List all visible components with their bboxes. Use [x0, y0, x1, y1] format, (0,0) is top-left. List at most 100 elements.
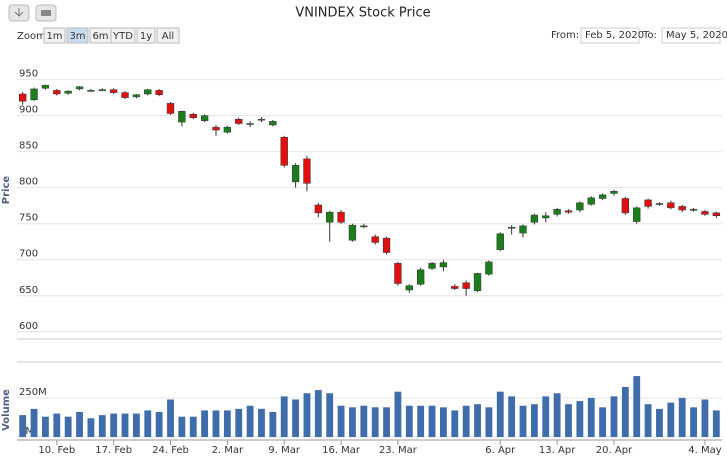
x-tick-label: 4. May — [688, 445, 721, 456]
volume-bar — [405, 405, 413, 437]
volume-bar — [474, 404, 481, 437]
volume-bar — [53, 413, 61, 437]
x-tick-label: 20. Apr — [596, 445, 633, 456]
candle-body — [485, 261, 493, 275]
candle-body — [542, 215, 550, 219]
candle-body — [587, 197, 595, 205]
volume-bar — [553, 393, 561, 437]
candle-body — [382, 237, 391, 253]
x-tick-label: 9. Mar — [268, 445, 300, 456]
volume-bar — [132, 413, 140, 437]
candle-body — [371, 236, 379, 243]
y-tick-label: 950 — [19, 69, 38, 80]
candle-body — [246, 123, 254, 125]
candle-body — [610, 191, 618, 194]
volume-bar — [189, 416, 197, 437]
x-tick-label: 24. Feb — [152, 445, 189, 456]
volume-bar — [519, 405, 527, 437]
volume-bar — [508, 396, 516, 437]
y-axis-title: Price — [1, 176, 12, 205]
volume-bar — [64, 416, 72, 437]
zoom-button[interactable] — [136, 27, 156, 44]
zoom-button[interactable] — [110, 27, 136, 44]
y-tick-label: 650 — [19, 285, 38, 296]
volume-bar — [644, 404, 652, 437]
candle-body — [87, 90, 95, 92]
volume-bar — [462, 405, 470, 437]
volume-bar — [292, 399, 299, 437]
candle-body — [576, 202, 584, 211]
zoom-button-label: All — [162, 31, 174, 42]
volume-bar — [178, 416, 186, 437]
volume-bar — [690, 407, 697, 437]
candle-body — [109, 89, 118, 93]
zoom-button-label: 1y — [140, 31, 152, 42]
volume-bar — [610, 396, 618, 437]
volume-bar — [201, 410, 209, 437]
volume-bar — [621, 387, 629, 437]
chart-title: VNINDEX Stock Price — [295, 6, 430, 21]
volume-bar — [110, 413, 118, 437]
candle-body — [337, 211, 345, 223]
zoom-button-label: 1m — [46, 31, 62, 42]
zoom-button[interactable] — [66, 27, 89, 44]
from-input[interactable] — [580, 27, 640, 44]
volume-bar — [42, 416, 49, 437]
candle-body — [496, 233, 504, 250]
zoom-button[interactable] — [156, 27, 180, 44]
to-date: May 5, 2020 — [666, 30, 727, 41]
zoom-button-label: 6m — [92, 31, 108, 42]
candle-body — [655, 203, 664, 205]
candle-body — [235, 118, 243, 124]
volume-bar — [155, 412, 163, 437]
candle-body — [644, 199, 652, 207]
candle-body — [462, 282, 470, 289]
volume-bar — [440, 407, 447, 437]
y-tick-label: 900 — [19, 105, 38, 116]
y-tick-label: 850 — [19, 141, 38, 152]
candle-body — [257, 118, 266, 121]
volume-bar — [587, 397, 595, 437]
volume-bar — [349, 407, 356, 437]
candle-body — [507, 227, 516, 229]
volume-bar — [383, 407, 390, 437]
volume-bar — [98, 415, 106, 437]
candle-body — [360, 225, 368, 228]
x-tick-label: 10. Feb — [38, 445, 75, 456]
candle-body — [155, 90, 163, 95]
volume-bar — [371, 407, 379, 437]
candle-body — [439, 262, 448, 268]
candle-body — [132, 94, 141, 98]
volume-bar — [360, 405, 368, 437]
volume-bar — [656, 408, 663, 437]
candle-body — [417, 269, 425, 285]
candle-body — [451, 286, 459, 289]
candle-body — [598, 194, 607, 199]
candle-body — [189, 113, 197, 119]
candle-body — [633, 207, 641, 222]
volume-bar — [280, 396, 288, 437]
y-tick-label: 700 — [19, 249, 38, 260]
volume-bar — [530, 404, 538, 437]
candle-body — [667, 202, 675, 209]
candle-body — [98, 89, 106, 91]
candle-body — [19, 93, 27, 102]
candle-body — [348, 224, 357, 241]
zoom-label: Zoom — [17, 31, 46, 42]
candle-body — [178, 111, 186, 123]
to-input[interactable] — [661, 27, 721, 44]
volume-bar — [417, 405, 425, 437]
volume-bar — [599, 407, 607, 437]
candle-body — [121, 92, 129, 98]
volume-bar — [235, 408, 243, 437]
zoom-button-label: YTD — [112, 31, 133, 42]
candle-body — [564, 210, 573, 213]
zoom-button[interactable] — [43, 27, 66, 44]
candle-body — [223, 126, 232, 133]
x-tick-label: 16. Mar — [322, 445, 361, 456]
candle-body — [701, 211, 709, 215]
volume-bar — [565, 404, 572, 437]
candle-body — [30, 88, 38, 101]
volume-bar — [269, 412, 277, 437]
